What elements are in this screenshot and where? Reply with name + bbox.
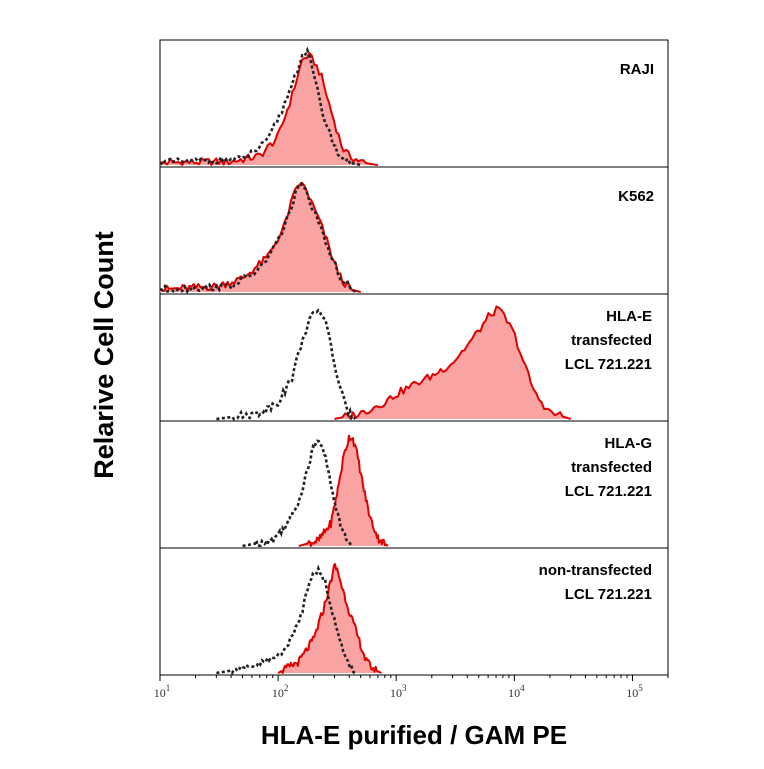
- panel-label: K562: [618, 188, 654, 205]
- stained-histogram-line: [277, 563, 382, 674]
- histogram-panel: HLA-E transfected LCL 721.221: [159, 293, 669, 422]
- panel-label: transfected: [571, 459, 652, 476]
- panel-label: transfected: [571, 332, 652, 349]
- x-tick-base: 10: [508, 686, 520, 700]
- x-tick-exponent: 3: [402, 683, 407, 693]
- x-tick-base: 10: [390, 686, 402, 700]
- x-tick-base: 10: [626, 686, 638, 700]
- stained-histogram-line: [159, 181, 361, 293]
- stained-histogram-line: [159, 52, 379, 166]
- stained-histogram-area: [298, 435, 388, 546]
- panel-label: LCL 721.221: [565, 356, 652, 373]
- stained-histogram-line: [298, 434, 389, 547]
- control-histogram-line: [159, 46, 361, 167]
- panel-label: LCL 721.221: [565, 483, 652, 500]
- x-tick-label: 105: [626, 683, 643, 700]
- panel-frame: [159, 39, 669, 168]
- panel-frame: [159, 420, 669, 549]
- control-histogram-line: [159, 181, 357, 295]
- stained-histogram-area: [278, 564, 382, 673]
- panel-label: non-transfected: [539, 562, 652, 579]
- stained-histogram-area: [334, 306, 571, 419]
- x-tick-label: 102: [272, 683, 289, 700]
- x-tick-exponent: 1: [166, 683, 171, 693]
- control-histogram-line: [242, 439, 353, 548]
- histogram-panel: RAJI: [159, 39, 669, 168]
- panel-frame: [159, 547, 669, 676]
- stained-histogram-area: [160, 182, 361, 292]
- panel-label: LCL 721.221: [565, 586, 652, 603]
- y-axis-label: Relarive Cell Count: [89, 231, 119, 479]
- x-tick-label: 101: [154, 683, 171, 700]
- panel-frame: [159, 166, 669, 295]
- stained-histogram-area: [160, 53, 378, 165]
- x-tick-base: 10: [154, 686, 166, 700]
- histogram-panel: non-transfected LCL 721.221: [159, 547, 669, 676]
- x-tick-exponent: 4: [520, 683, 525, 693]
- x-tick-exponent: 5: [638, 683, 643, 693]
- panel-label: HLA-G: [605, 435, 653, 452]
- x-axis-label: HLA-E purified / GAM PE: [261, 720, 567, 750]
- x-axis: 101 102 103 104 105: [154, 675, 669, 700]
- control-histogram-line: [216, 564, 356, 676]
- stained-histogram-line: [334, 305, 572, 420]
- panel-label: HLA-E: [606, 308, 652, 325]
- histogram-panel: HLA-G transfected LCL 721.221: [159, 420, 669, 549]
- histogram-panel: K562: [159, 166, 669, 295]
- panel-label: RAJI: [620, 61, 654, 78]
- x-tick-exponent: 2: [284, 683, 289, 693]
- x-tick-label: 104: [508, 683, 525, 700]
- x-tick-base: 10: [272, 686, 284, 700]
- x-tick-label: 103: [390, 683, 407, 700]
